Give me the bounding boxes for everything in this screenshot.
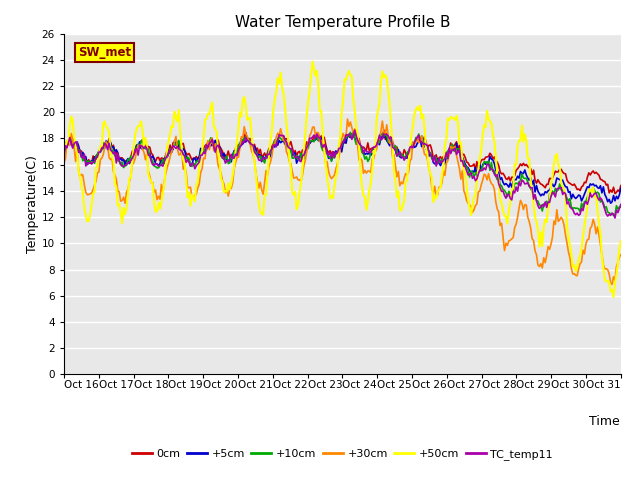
Y-axis label: Temperature(C): Temperature(C) [26,155,39,253]
X-axis label: Time: Time [589,415,620,428]
Text: SW_met: SW_met [78,46,131,59]
Title: Water Temperature Profile B: Water Temperature Profile B [235,15,450,30]
Legend: 0cm, +5cm, +10cm, +30cm, +50cm, TC_temp11: 0cm, +5cm, +10cm, +30cm, +50cm, TC_temp1… [127,444,557,465]
